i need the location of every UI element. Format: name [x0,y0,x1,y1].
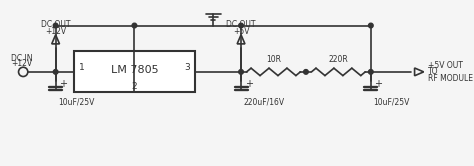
Text: TO: TO [428,67,439,76]
Circle shape [304,70,308,74]
Text: 220R: 220R [328,55,348,64]
Text: +: + [59,79,67,89]
Text: 10uF/25V: 10uF/25V [58,98,95,107]
Circle shape [53,23,58,28]
Bar [74,51,195,92]
Text: 2: 2 [132,82,137,91]
Circle shape [239,70,243,74]
Text: +12V: +12V [11,59,32,68]
Circle shape [239,23,243,28]
Text: 3: 3 [184,63,190,72]
Text: LM 7805: LM 7805 [110,65,158,75]
Text: +5V: +5V [233,27,249,36]
Text: DC IN: DC IN [10,54,32,63]
Circle shape [368,70,373,74]
Text: 1: 1 [79,63,84,72]
Text: 220uF/16V: 220uF/16V [244,98,285,107]
Text: DC OUT: DC OUT [41,20,70,29]
Text: 10uF/25V: 10uF/25V [374,98,410,107]
Text: +: + [374,79,383,89]
Text: +5V OUT: +5V OUT [428,61,463,70]
Circle shape [368,23,373,28]
Text: RF MODULE: RF MODULE [428,74,474,83]
Text: +12V: +12V [45,27,66,36]
Circle shape [132,23,137,28]
Text: DC OUT: DC OUT [226,20,256,29]
Circle shape [53,70,58,74]
Text: 10R: 10R [266,55,281,64]
Text: +: + [245,79,253,89]
